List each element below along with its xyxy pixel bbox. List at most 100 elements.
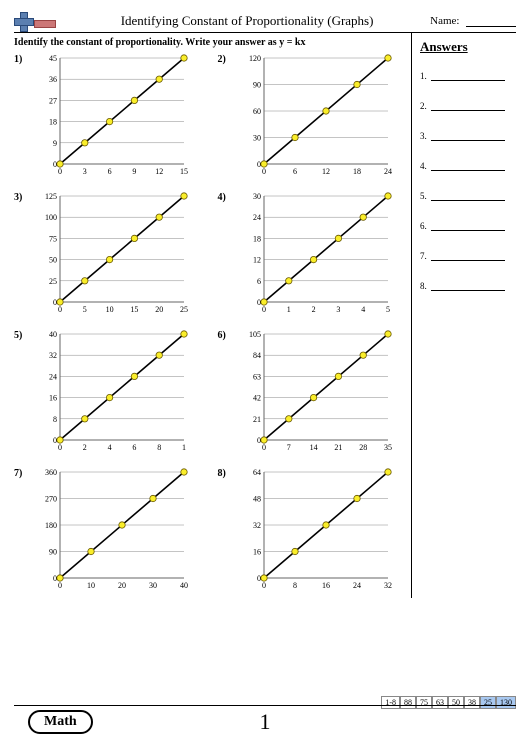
- y-tick-label: 9: [53, 139, 57, 148]
- y-tick-label: 180: [45, 521, 57, 530]
- answer-blank[interactable]: [431, 200, 505, 201]
- x-tick-label: 28: [359, 443, 367, 452]
- answer-number: 6.: [420, 221, 427, 231]
- brand-badge: Math: [28, 710, 93, 734]
- data-point: [360, 214, 366, 220]
- y-tick-label: 48: [253, 495, 261, 504]
- y-tick-label: 27: [49, 96, 57, 105]
- name-input-line[interactable]: [466, 26, 516, 27]
- answer-blank[interactable]: [431, 140, 505, 141]
- answer-blank[interactable]: [431, 230, 505, 231]
- answer-row: 3.: [420, 131, 516, 141]
- x-tick-label: 0: [58, 305, 62, 314]
- line-chart: 0214263841050714212835: [236, 328, 396, 460]
- x-tick-label: 0: [58, 581, 62, 590]
- problem-number: 6): [218, 330, 226, 341]
- data-point: [291, 548, 297, 554]
- problem-number: 4): [218, 192, 226, 203]
- data-point: [360, 352, 366, 358]
- x-tick-label: 5: [386, 305, 390, 314]
- chart: 01632486408162432: [236, 466, 412, 598]
- data-point: [57, 299, 63, 305]
- x-tick-label: 8: [293, 581, 297, 590]
- y-tick-label: 42: [253, 394, 261, 403]
- answer-number: 8.: [420, 281, 427, 291]
- answer-blank[interactable]: [431, 290, 505, 291]
- y-tick-label: 90: [49, 548, 57, 557]
- data-point: [82, 416, 88, 422]
- footer: Math 1: [14, 705, 516, 737]
- data-point: [57, 575, 63, 581]
- name-label: Name:: [430, 15, 459, 27]
- answer-number: 7.: [420, 251, 427, 261]
- data-point: [285, 416, 291, 422]
- x-tick-label: 4: [361, 305, 365, 314]
- data-point: [384, 331, 390, 337]
- answer-blank[interactable]: [431, 170, 505, 171]
- answer-blank[interactable]: [431, 260, 505, 261]
- data-point: [335, 235, 341, 241]
- problem-6: 6)0214263841050714212835: [218, 328, 412, 460]
- x-tick-label: 20: [118, 581, 126, 590]
- data-point: [131, 373, 137, 379]
- data-point: [260, 161, 266, 167]
- answer-number: 2.: [420, 101, 427, 111]
- y-tick-label: 21: [253, 415, 261, 424]
- data-point: [291, 134, 297, 140]
- line-chart: 0612182430012345: [236, 190, 396, 322]
- answer-row: 5.: [420, 191, 516, 201]
- data-point: [181, 193, 187, 199]
- data-point: [181, 469, 187, 475]
- x-tick-label: 7: [286, 443, 290, 452]
- answers-panel: Answers 1.2.3.4.5.6.7.8.: [411, 33, 516, 598]
- y-tick-label: 40: [49, 330, 57, 339]
- x-tick-label: 24: [384, 167, 392, 176]
- answer-row: 4.: [420, 161, 516, 171]
- answer-blank[interactable]: [431, 80, 505, 81]
- problem-number: 8): [218, 468, 226, 479]
- data-point: [353, 81, 359, 87]
- problem-number: 1): [14, 54, 22, 65]
- data-point: [150, 495, 156, 501]
- problem-3: 3)02550751001250510152025: [14, 190, 208, 322]
- y-tick-label: 0: [257, 436, 261, 445]
- data-point: [57, 437, 63, 443]
- data-point: [119, 522, 125, 528]
- answer-row: 2.: [420, 101, 516, 111]
- x-tick-label: 15: [130, 305, 138, 314]
- chart: 0816243240024681: [32, 328, 208, 460]
- data-point: [384, 55, 390, 61]
- y-tick-label: 64: [253, 468, 261, 477]
- chart: 091827364503691215: [32, 52, 208, 184]
- data-point: [310, 256, 316, 262]
- y-tick-label: 60: [253, 107, 261, 116]
- x-tick-label: 0: [58, 167, 62, 176]
- answer-number: 3.: [420, 131, 427, 141]
- data-point: [88, 548, 94, 554]
- x-tick-label: 12: [322, 167, 330, 176]
- name-field: Name:: [430, 15, 516, 27]
- y-tick-label: 16: [253, 548, 261, 557]
- data-point: [285, 278, 291, 284]
- y-tick-label: 32: [49, 351, 57, 360]
- y-tick-label: 75: [49, 234, 57, 243]
- data-point: [181, 331, 187, 337]
- line-chart: 091827364503691215: [32, 52, 192, 184]
- y-tick-label: 100: [45, 213, 57, 222]
- y-tick-label: 18: [49, 118, 57, 127]
- problem-2: 2)030609012006121824: [218, 52, 412, 184]
- y-tick-label: 63: [253, 372, 261, 381]
- x-tick-label: 12: [155, 167, 163, 176]
- line-chart: 030609012006121824: [236, 52, 396, 184]
- y-tick-label: 25: [49, 277, 57, 286]
- y-tick-label: 0: [257, 160, 261, 169]
- line-chart: 090180270360010203040: [32, 466, 192, 598]
- y-tick-label: 8: [53, 415, 57, 424]
- answer-blank[interactable]: [431, 110, 505, 111]
- chart: 02550751001250510152025: [32, 190, 208, 322]
- x-tick-label: 2: [311, 305, 315, 314]
- x-tick-label: 1: [286, 305, 290, 314]
- x-tick-label: 6: [108, 167, 112, 176]
- problem-number: 7): [14, 468, 22, 479]
- y-tick-label: 18: [253, 234, 261, 243]
